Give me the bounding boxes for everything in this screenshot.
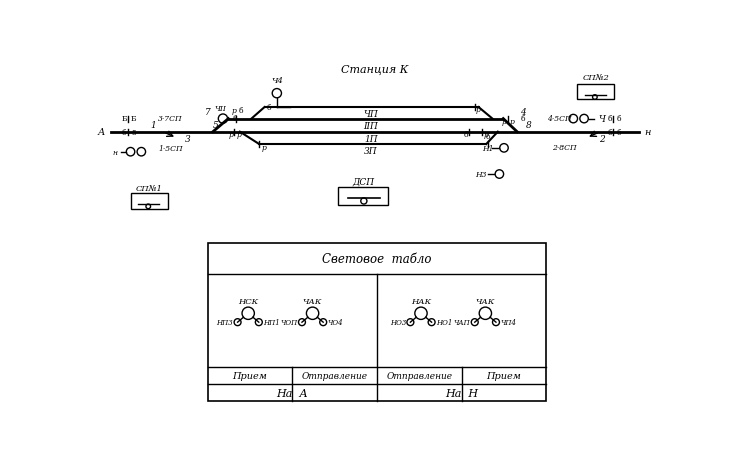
Text: ЧАК: ЧАК (303, 297, 322, 305)
Text: 3: 3 (185, 135, 190, 144)
Text: ЧОП: ЧОП (280, 319, 298, 326)
Text: На  Н: На Н (445, 388, 479, 398)
Text: б: б (122, 128, 127, 136)
Text: ДСП: ДСП (352, 177, 374, 186)
Text: Н3: Н3 (475, 171, 487, 179)
Text: р: р (236, 131, 241, 139)
Text: р: р (484, 131, 489, 139)
Text: Отправление: Отправление (386, 371, 452, 381)
Text: ЧАК: ЧАК (476, 297, 495, 305)
Bar (208, 244, 546, 401)
Text: б: б (520, 115, 525, 123)
Text: 4·5СП: 4·5СП (547, 115, 572, 123)
Text: 1П: 1П (364, 135, 377, 144)
Text: 3·7СП: 3·7СП (159, 115, 183, 123)
Bar (577, 85, 614, 100)
Text: На  А: На А (277, 388, 308, 398)
Text: б: б (267, 104, 272, 112)
Text: б: б (617, 115, 621, 123)
Text: Станция К: Станция К (341, 64, 408, 75)
Text: 2: 2 (599, 135, 605, 144)
Text: Ч: Ч (599, 115, 606, 124)
Text: 5: 5 (212, 121, 218, 130)
Text: н: н (112, 148, 117, 156)
Text: р: р (228, 131, 233, 139)
Text: Б: Б (122, 115, 127, 123)
Text: А: А (98, 128, 105, 137)
Bar (131, 194, 167, 209)
Text: н: н (644, 128, 651, 137)
Text: НО3: НО3 (390, 319, 406, 326)
Text: ЧII: ЧII (215, 105, 227, 113)
Text: НСК: НСК (238, 297, 258, 305)
Text: б: б (232, 115, 237, 123)
Text: ЧО4: ЧО4 (327, 319, 343, 326)
Text: р: р (510, 118, 515, 126)
Text: 5: 5 (131, 128, 136, 136)
Text: р: р (501, 118, 506, 126)
Text: 2·8СП: 2·8СП (553, 144, 577, 152)
Bar (338, 188, 388, 206)
Text: 8: 8 (526, 121, 531, 130)
Text: 1: 1 (150, 121, 156, 130)
Text: р: р (476, 106, 481, 113)
Text: Отправление: Отправление (302, 371, 368, 381)
Text: СП№1: СП№1 (136, 184, 162, 192)
Text: 7: 7 (205, 108, 211, 117)
Text: ЧАП: ЧАП (454, 319, 470, 326)
Text: б: б (463, 131, 468, 139)
Text: б: б (607, 115, 612, 123)
Text: НАК: НАК (411, 297, 431, 305)
Text: р: р (232, 107, 237, 115)
Text: НП3: НП3 (217, 319, 233, 326)
Text: 3П: 3П (364, 147, 377, 156)
Text: б: б (485, 132, 490, 141)
Text: б: б (239, 107, 244, 115)
Text: б: б (607, 128, 612, 136)
Text: Прием: Прием (233, 371, 267, 381)
Text: б: б (617, 128, 621, 136)
Text: Световое  табло: Световое табло (322, 253, 432, 266)
Text: НП1: НП1 (263, 319, 280, 326)
Text: ЧП4: ЧП4 (500, 319, 516, 326)
Text: р: р (262, 144, 267, 151)
Text: НО1: НО1 (436, 319, 452, 326)
Text: Б: Б (131, 115, 137, 123)
Text: ЧП: ЧП (363, 110, 378, 119)
Text: Н1: Н1 (482, 145, 493, 153)
Text: Прием: Прием (487, 371, 521, 381)
Text: 4: 4 (520, 108, 526, 117)
Text: 1·5СП: 1·5СП (159, 144, 183, 152)
Text: IIП: IIП (363, 122, 378, 131)
Text: Ч4: Ч4 (271, 77, 283, 85)
Text: СП№2: СП№2 (582, 75, 609, 82)
